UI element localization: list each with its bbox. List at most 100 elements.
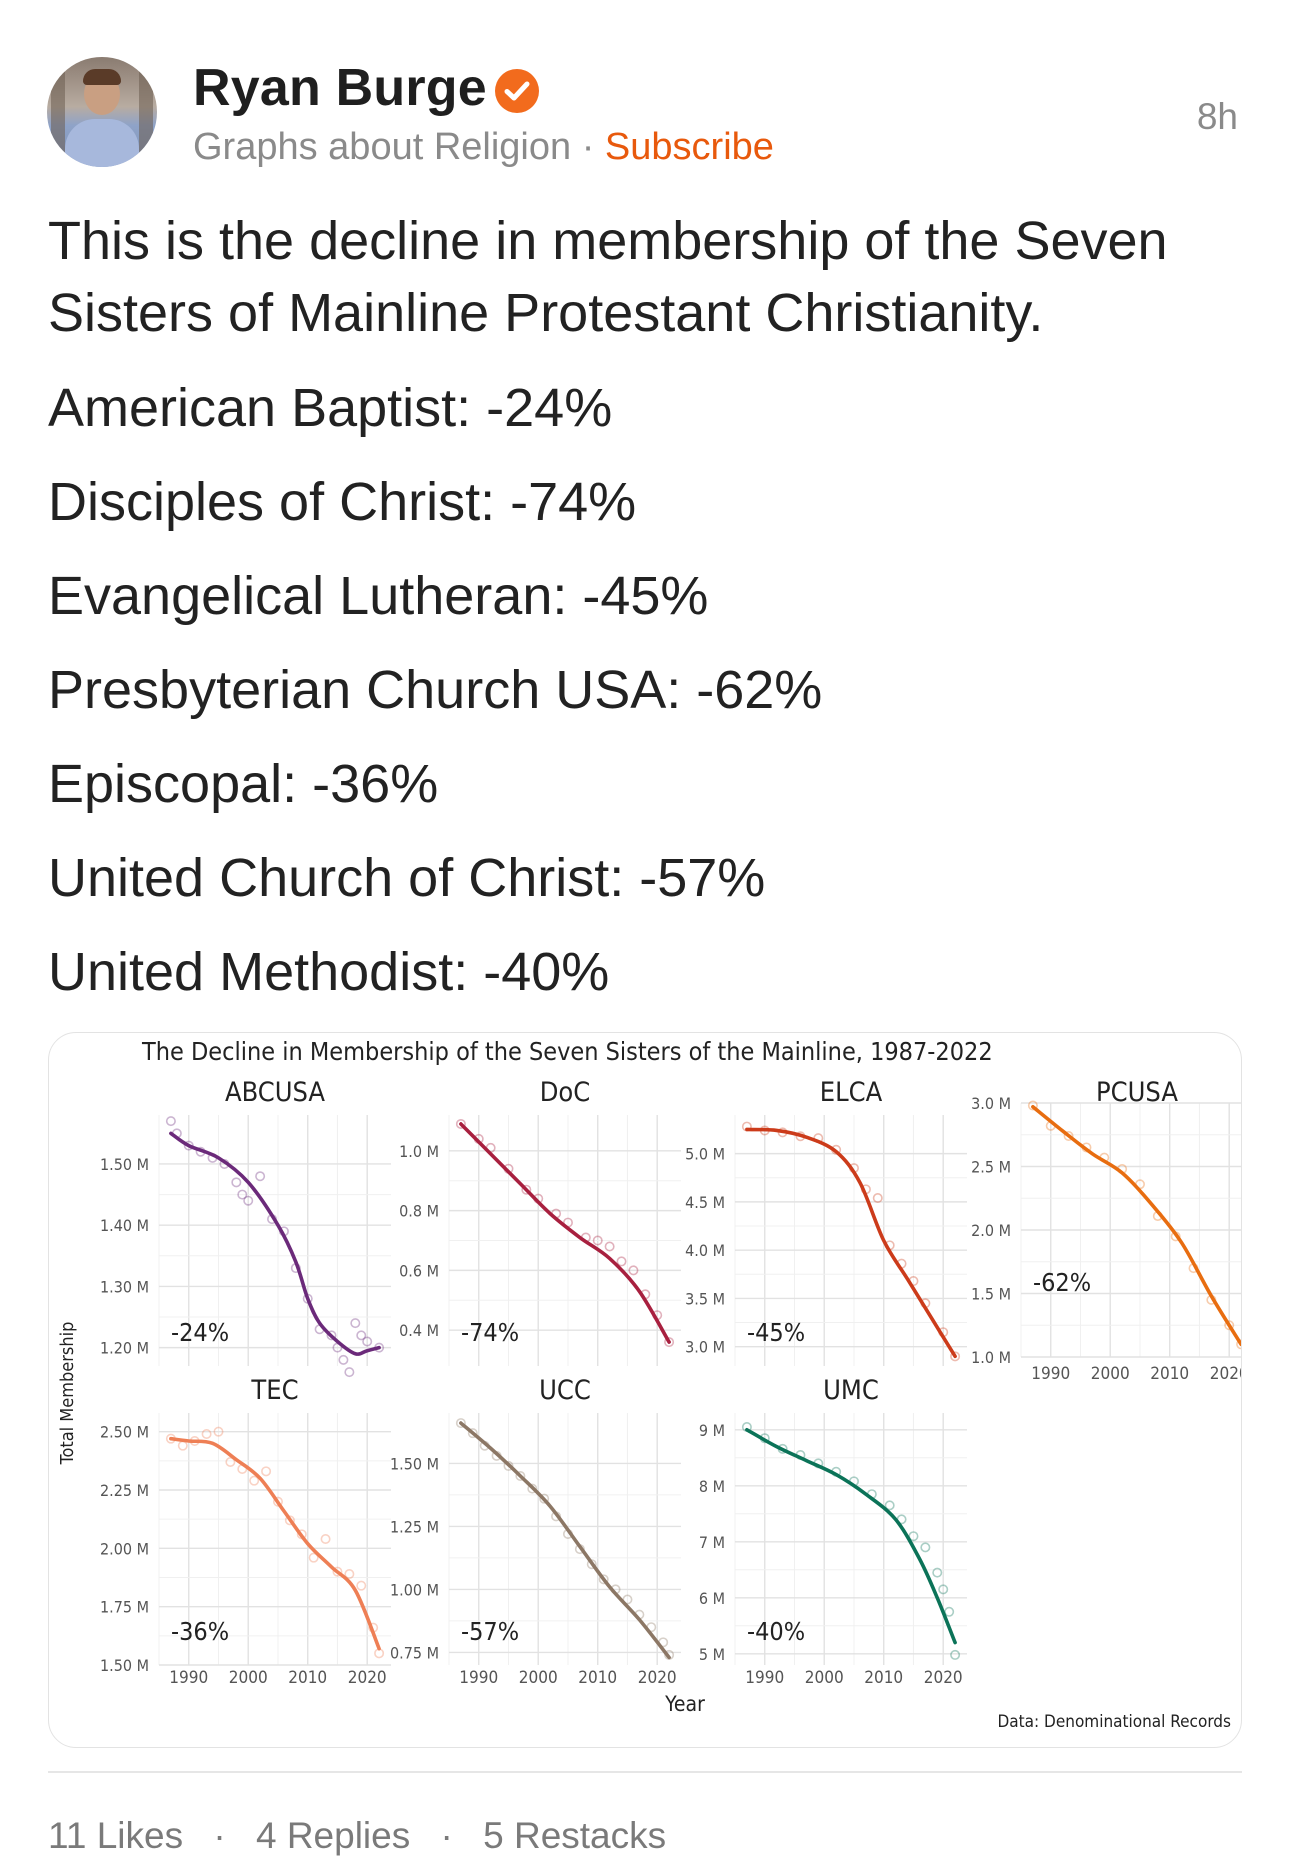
panel-tec-point <box>320 1533 331 1544</box>
panel-pcusa-point <box>1027 1100 1038 1111</box>
divider <box>48 1771 1242 1773</box>
panel-ucc-point <box>527 1483 538 1494</box>
panel-tec-point <box>332 1566 343 1577</box>
chart-title: The Decline in Membership of the Seven S… <box>141 1037 993 1066</box>
panel-ucc-xtick: 1990 <box>459 1668 498 1688</box>
post-intro: This is the decline in membership of the… <box>48 211 1168 343</box>
likes-count[interactable]: 11 Likes <box>48 1815 184 1856</box>
panel-doc-title: DoC <box>540 1077 591 1108</box>
panel-umc-ytick: 6 M <box>699 1589 725 1608</box>
panel-abcusa-point <box>338 1354 349 1365</box>
panel-tec-point <box>261 1466 272 1477</box>
panel-elca-point <box>950 1351 961 1362</box>
author-name[interactable]: Ryan Burge <box>193 59 487 117</box>
panel-umc-ytick: 8 M <box>699 1477 725 1496</box>
post-line-ucc: United Church of Christ: -57% <box>48 848 766 908</box>
panel-elca-ytick: 4.5 M <box>685 1193 725 1212</box>
panel-umc-point <box>932 1567 943 1578</box>
panel-tec-point <box>177 1440 188 1451</box>
panel-ucc-point <box>467 1428 478 1439</box>
panel-abcusa-change-label: -24% <box>171 1318 229 1347</box>
panel-ucc-ytick: 1.50 M <box>390 1454 439 1473</box>
panel-umc-xtick: 2000 <box>805 1668 844 1688</box>
panel-doc-ytick: 1.0 M <box>399 1142 439 1161</box>
panel-ucc-point <box>622 1594 633 1605</box>
panel-elca-line <box>745 1127 957 1359</box>
panel-abcusa-point <box>231 1177 242 1188</box>
panel-tec-point <box>284 1515 295 1526</box>
footer-dot: · <box>440 1815 453 1856</box>
panel-tec-title: TEC <box>250 1375 298 1406</box>
panel-elca-ytick: 3.0 M <box>685 1338 725 1357</box>
panel-abcusa-point <box>362 1336 373 1347</box>
panel-umc-ytick: 9 M <box>699 1421 725 1440</box>
panel-pcusa-xtick: 2010 <box>1150 1364 1189 1384</box>
panel-tec-ytick: 2.25 M <box>100 1481 149 1500</box>
post-line-united-methodist: United Methodist: -40% <box>48 942 610 1002</box>
panel-ucc-ytick: 1.25 M <box>390 1517 439 1536</box>
panel-elca-ytick: 5.0 M <box>685 1145 725 1164</box>
panel-tec-line <box>169 1436 381 1651</box>
panel-umc-point <box>944 1606 955 1617</box>
panel-umc-title: UMC <box>823 1375 879 1406</box>
panel-doc-point <box>455 1118 466 1129</box>
panel-elca-title: ELCA <box>820 1077 883 1108</box>
panel-ucc-title: UCC <box>539 1375 591 1406</box>
panel-umc-change-label: -40% <box>747 1617 805 1646</box>
subscribe-link[interactable]: Subscribe <box>604 126 774 168</box>
panel-doc-point <box>628 1265 639 1276</box>
panel-tec-xtick: 2020 <box>348 1668 387 1688</box>
replies-count[interactable]: 4 Replies <box>255 1815 411 1856</box>
chart-image[interactable]: The Decline in Membership of the Seven S… <box>48 1032 1242 1748</box>
panel-abcusa-point <box>350 1318 361 1329</box>
panel-doc-line <box>459 1122 671 1344</box>
panel-pcusa-point <box>1236 1339 1241 1350</box>
panel-tec-point <box>249 1475 260 1486</box>
panel-tec-point <box>356 1580 367 1591</box>
panel-umc-ytick: 7 M <box>699 1533 725 1552</box>
author-avatar[interactable] <box>47 57 157 167</box>
panel-doc-point <box>521 1184 532 1195</box>
panel-elca-change-label: -45% <box>747 1318 805 1347</box>
panel-ucc-ytick: 0.75 M <box>390 1643 439 1662</box>
panel-pcusa-line <box>1031 1105 1241 1347</box>
panel-doc-point <box>592 1235 603 1246</box>
panel-umc-point <box>908 1531 919 1542</box>
panel-abcusa-point <box>237 1189 248 1200</box>
restacks-count[interactable]: 5 Restacks <box>483 1815 667 1856</box>
x-axis-label: Year <box>664 1692 705 1716</box>
panel-umc-point <box>884 1500 895 1511</box>
panel-ucc-line <box>459 1421 671 1660</box>
post-line-american-baptist: American Baptist: -24% <box>48 378 613 438</box>
panel-abcusa-point <box>356 1330 367 1341</box>
panel-elca-ytick: 4.0 M <box>685 1241 725 1260</box>
panel-doc-point <box>616 1256 627 1267</box>
panel-elca-point <box>872 1193 883 1204</box>
publication-name[interactable]: Graphs about Religion <box>193 126 572 168</box>
panel-abcusa-point <box>255 1171 266 1182</box>
panel-ucc-point <box>503 1460 514 1471</box>
panel-tec-point <box>213 1426 224 1437</box>
engagement-bar: 11 Likes · 4 Replies · 5 Restacks <box>48 1815 686 1857</box>
panel-umc-line <box>745 1428 957 1645</box>
panel-abcusa-title: ABCUSA <box>225 1077 325 1108</box>
panel-ucc-ytick: 1.00 M <box>390 1580 439 1599</box>
panel-tec-ytick: 1.50 M <box>100 1656 149 1675</box>
panel-ucc-point <box>455 1418 466 1429</box>
panel-umc-ytick: 5 M <box>699 1645 725 1664</box>
panel-pcusa-change-label: -62% <box>1033 1268 1091 1297</box>
panel-doc-point <box>664 1337 675 1348</box>
separator-dot: · <box>581 126 595 168</box>
verified-badge-icon <box>495 69 539 113</box>
panel-tec-point <box>308 1552 319 1563</box>
panel-abcusa-point <box>165 1116 176 1127</box>
panel-tec-change-label: -36% <box>171 1617 229 1646</box>
panel-elca-ytick: 3.5 M <box>685 1289 725 1308</box>
panel-abcusa-ytick: 1.40 M <box>100 1216 149 1235</box>
panel-ucc-xtick: 2000 <box>519 1668 558 1688</box>
panel-pcusa-ytick: 1.0 M <box>971 1348 1011 1367</box>
panel-ucc-point <box>515 1470 526 1481</box>
panel-abcusa-point <box>344 1367 355 1378</box>
post-time[interactable]: 8h <box>1196 96 1238 137</box>
panel-doc-ytick: 0.8 M <box>399 1202 439 1221</box>
